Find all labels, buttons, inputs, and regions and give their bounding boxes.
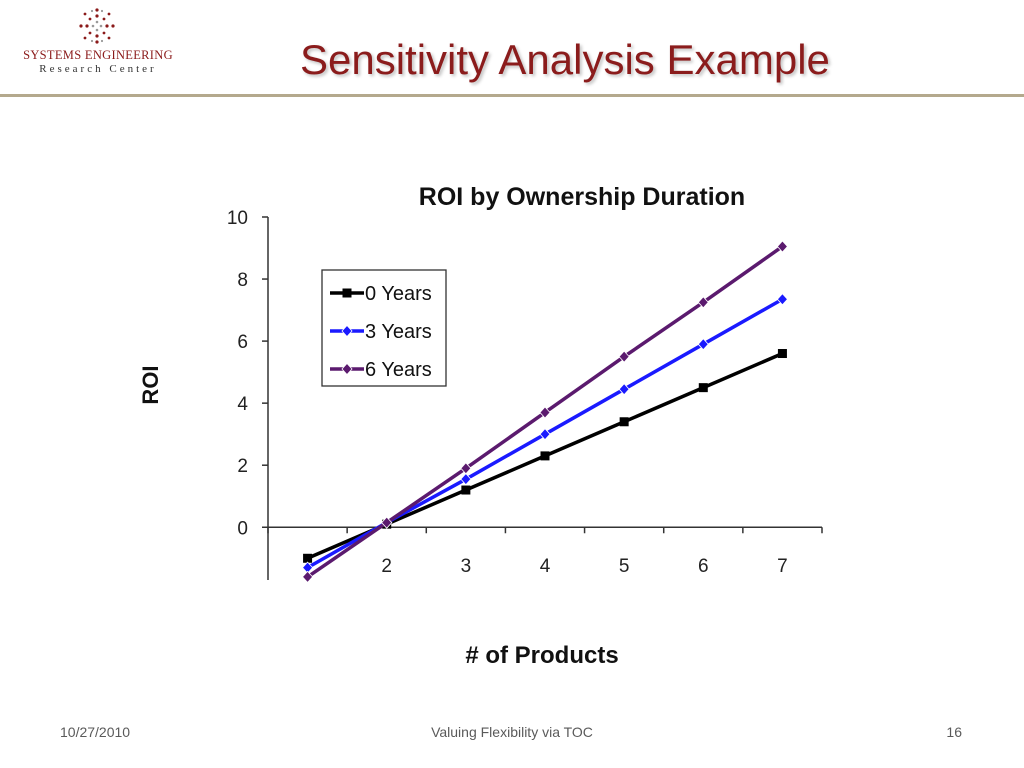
legend-label: 0 Years xyxy=(365,283,432,305)
y-axis-label: ROI xyxy=(138,365,163,404)
series-point xyxy=(342,288,352,298)
x-tick-label: 7 xyxy=(777,556,788,577)
series-point xyxy=(697,296,709,309)
series-point xyxy=(540,451,550,461)
series-point xyxy=(341,362,353,376)
series-point xyxy=(698,383,708,393)
series-point xyxy=(461,485,471,495)
series-point xyxy=(776,293,788,306)
roi-line-chart: ROI by Ownership Duration ROI # of Produ… xyxy=(138,183,823,669)
series-point xyxy=(539,428,551,441)
x-tick-label: 4 xyxy=(540,556,551,577)
legend-label: 6 Years xyxy=(365,359,432,381)
series-point xyxy=(618,350,630,363)
series-point xyxy=(618,383,630,396)
x-tick-label: 2 xyxy=(381,556,392,577)
sparkle-logo-icon xyxy=(79,8,115,44)
y-tick-label: 4 xyxy=(237,394,248,415)
title-rule xyxy=(0,94,1024,97)
y-tick-label: 10 xyxy=(227,208,248,229)
series-point xyxy=(460,462,472,475)
series-point xyxy=(777,349,787,359)
series-point xyxy=(776,240,788,253)
series-point xyxy=(303,553,313,563)
x-tick-label: 6 xyxy=(698,556,709,577)
y-tick-label: 0 xyxy=(237,518,248,539)
chart-title: ROI by Ownership Duration xyxy=(419,183,745,211)
slide-title: Sensitivity Analysis Example xyxy=(300,36,830,83)
series-point xyxy=(460,473,472,486)
footer-date: 10/27/2010 xyxy=(60,724,131,740)
x-tick-label: 3 xyxy=(461,556,472,577)
footer-presentation-title: Valuing Flexibility via TOC xyxy=(431,724,593,740)
series-point xyxy=(697,338,709,351)
logo-line1: SYSTEMS ENGINEERING xyxy=(23,48,173,62)
logo-line2: Research Center xyxy=(39,63,157,75)
series-point xyxy=(619,417,629,427)
legend-label: 3 Years xyxy=(365,321,432,343)
logo: SYSTEMS ENGINEERING Research Center xyxy=(0,0,200,90)
series-point xyxy=(381,516,393,529)
series-point xyxy=(302,570,314,583)
y-tick-label: 2 xyxy=(237,456,248,477)
x-tick-label: 5 xyxy=(619,556,630,577)
y-tick-label: 6 xyxy=(237,332,248,353)
x-axis-label: # of Products xyxy=(465,642,618,669)
series-point xyxy=(341,324,353,338)
y-tick-label: 8 xyxy=(237,270,248,291)
footer-page-number: 16 xyxy=(946,724,962,740)
series-point xyxy=(539,406,551,419)
series-6-years xyxy=(302,240,788,583)
